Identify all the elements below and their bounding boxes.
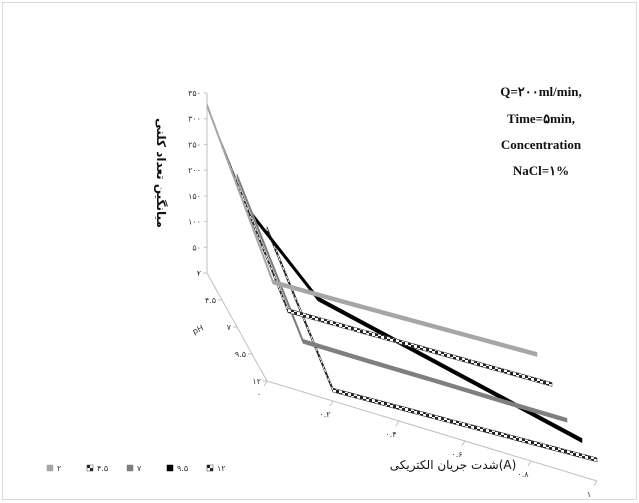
annotation-line-4: NaCl=۱% [513, 163, 569, 178]
x-tick-mark [329, 400, 334, 407]
legend-swatch [206, 464, 214, 472]
x-tick-label: ۰ [257, 390, 261, 399]
x-tick-label: ۰.۸ [517, 470, 529, 479]
series-ribbon [221, 142, 553, 387]
legend-label: ۴.۵ [97, 464, 108, 473]
chart-svg: ۰۵۰۱۰۰۱۵۰۲۰۰۲۵۰۳۰۰۳۵۰۲۴.۵۷۹.۵۱۲۰۰.۲۰.۴۰.… [46, 84, 598, 499]
z-axis-label: pH [191, 323, 205, 336]
series-layer [206, 102, 598, 463]
series-ribbon [236, 173, 568, 423]
legend-swatch [46, 464, 54, 472]
annotation-box: Q=۲۰۰ml/min, Time=۵min, Concentration Na… [500, 84, 582, 178]
y-tick-label: ۳۰۰ [188, 115, 201, 124]
y-tick-label: ۲۰۰ [188, 166, 201, 175]
legend-swatch [126, 464, 134, 472]
legend-swatch [86, 464, 94, 472]
x-tick-mark [263, 380, 268, 387]
z-tick-label: ۹.۵ [235, 350, 246, 359]
y-tick-label: ۲۵۰ [188, 140, 201, 149]
labels-group: میانگین تعداد کلنی شدت جریان الکتریکی(A)… [154, 118, 516, 473]
legend-label: ۹.۵ [177, 464, 188, 473]
series-ribbon [251, 212, 583, 443]
legend: ۲ ۴.۵ ۷ ۹.۵ ۱۲ [46, 464, 226, 473]
y-tick-label: ۰ [197, 269, 201, 278]
series-ribbon [266, 226, 598, 463]
x-tick-label: ۰.۶ [451, 450, 462, 459]
series-ribbon [206, 102, 538, 357]
z-tick-label: ۱۲ [252, 377, 261, 386]
x-tick-label: ۱ [587, 490, 591, 499]
y-tick-label: ۵۰ [192, 243, 201, 252]
x-tick-mark [527, 460, 532, 467]
x-axis-line [266, 380, 598, 482]
legend-label: ۱۲ [217, 464, 226, 473]
y-tick-label: ۱۵۰ [188, 192, 201, 201]
z-tick-label: ۴.۵ [205, 296, 216, 305]
x-axis-label: شدت جریان الکتریکی(A) [390, 458, 517, 473]
annotation-line-2: Time=۵min, [507, 111, 575, 126]
y-axis-label: میانگین تعداد کلنی [154, 118, 168, 228]
legend-swatch [166, 464, 174, 472]
axes-group: ۰ ۵۰ ۱۰۰ ۱۵۰ ۲۰۰ ۲۵۰ ۳۰۰ ۳۵۰ ۲ ۴.۵ ۷ ۹.۵ ۱۲ ۰ ۰.۲ ۰.۴ ۰.… [188, 89, 598, 499]
y-tick-label: ۳۵۰ [188, 89, 201, 98]
legend-label: ۷ [137, 464, 142, 473]
annotation-line-1: Q=۲۰۰ml/min, [500, 84, 581, 99]
annotation-line-3: Concentration [501, 137, 582, 152]
x-tick-label: ۰.۴ [385, 430, 396, 439]
z-tick-label: ۲ [197, 269, 201, 278]
x-tick-mark [593, 480, 598, 487]
x-tick-mark [395, 420, 400, 427]
legend-label: ۲ [57, 464, 61, 473]
y-tick-label: ۱۰۰ [188, 218, 201, 227]
x-tick-label: ۰.۲ [319, 410, 330, 419]
z-tick-label: ۷ [227, 323, 232, 332]
x-tick-mark [461, 440, 466, 447]
